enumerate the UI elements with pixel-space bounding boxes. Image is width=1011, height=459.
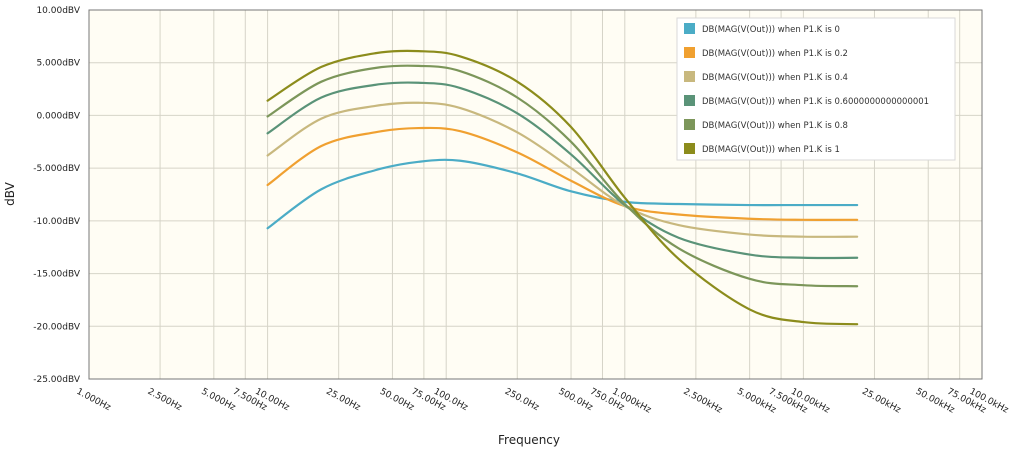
y-axis-title: dBV (3, 181, 17, 205)
x-tick-label: 2.500kHz (681, 387, 723, 416)
series-line-3 (266, 81, 859, 260)
series-line-0 (266, 158, 859, 230)
legend-swatch (684, 47, 695, 58)
legend-swatch (684, 95, 695, 106)
y-tick-label: 5.000dBV (36, 59, 80, 69)
y-tick-label: -20.00dBV (33, 322, 81, 332)
series-line-1 (266, 126, 859, 221)
y-tick-label: 0.000dBV (36, 111, 80, 121)
y-tick-label: -15.00dBV (33, 270, 81, 280)
x-tick-label: 5.000Hz (199, 387, 237, 413)
series-line-2 (266, 101, 859, 238)
x-tick-label: 2.500Hz (146, 387, 184, 413)
legend-entry-label: DB(MAG(V(Out))) when P1.K is 0.8 (702, 121, 848, 131)
x-tick-label: 500.0Hz (557, 387, 595, 413)
x-tick-label: 1.000Hz (75, 387, 113, 413)
legend-swatch (684, 119, 695, 130)
y-tick-label: -5.000dBV (33, 164, 81, 174)
y-tick-label: -10.00dBV (33, 217, 81, 227)
plot-frame (88, 9, 983, 380)
legend-entry-label: DB(MAG(V(Out))) when P1.K is 0.2 (702, 49, 848, 59)
legend-swatch (684, 23, 695, 34)
legend-entry-label: DB(MAG(V(Out))) when P1.K is 0.4 (702, 73, 848, 83)
legend: DB(MAG(V(Out))) when P1.K is 0 DB(MAG(V(O… (676, 17, 956, 161)
series-line-4 (266, 64, 859, 288)
legend-swatch (684, 143, 695, 154)
legend-box (676, 17, 956, 161)
x-tick-label: 50.00Hz (378, 387, 416, 413)
x-tick-label: 25.00Hz (324, 387, 362, 413)
legend-entry-label: DB(MAG(V(Out))) when P1.K is 0.600000000… (702, 97, 929, 107)
series-lines (266, 49, 859, 326)
x-tick-label: 25.00kHz (860, 387, 902, 416)
legend-entry-label: DB(MAG(V(Out))) when P1.K is 0 (702, 25, 840, 35)
y-tick-label: 10.00dBV (36, 6, 80, 16)
x-tick-label: 250.0Hz (503, 387, 541, 413)
legend-entry-label: DB(MAG(V(Out))) when P1.K is 1 (702, 145, 840, 155)
y-tick-labels: 10.00dBV 5.000dBV 0.000dBV -5.000dBV -10.00d… (33, 6, 81, 385)
y-tick-label: -25.00dBV (33, 375, 81, 385)
legend-swatch (684, 71, 695, 82)
series-line-5 (266, 49, 859, 326)
x-axis-title: Frequency (498, 433, 560, 447)
